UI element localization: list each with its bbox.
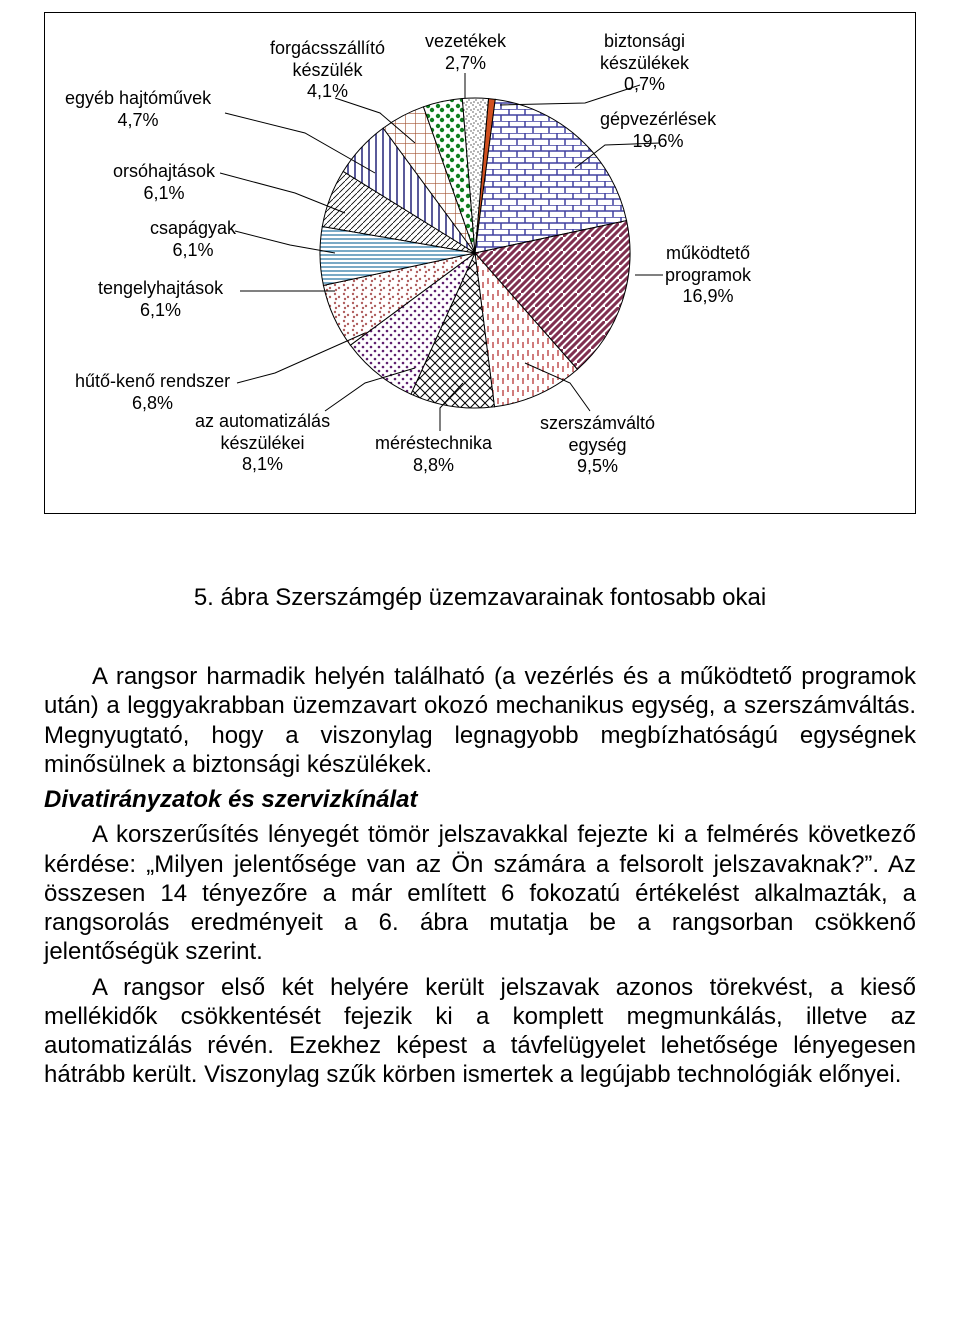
pie-slice-label: hűtő-kenő rendszer 6,8% [75,371,230,414]
paragraph-3: A rangsor első két helyére került jelsza… [44,973,916,1090]
leader-line [237,333,365,383]
pie-slice-label: szerszámváltó egység 9,5% [540,413,655,478]
pie-chart-figure: biztonsági készülékek 0,7% gépvezérlések … [44,12,916,514]
pie-slice-label: vezetékek 2,7% [425,31,506,74]
pie-slice-label: biztonsági készülékek 0,7% [600,31,689,96]
section-heading: Divatirányzatok és szervizkínálat [44,785,916,814]
leader-line [220,173,345,213]
body-text: A rangsor harmadik helyén található (a v… [44,662,916,1090]
pie-slice-label: forgácsszállító készülék 4,1% [270,38,385,103]
paragraph-2: A korszerűsítés lényegét tömör jelszavak… [44,820,916,966]
pie-slice-label: tengelyhajtások 6,1% [98,278,223,321]
pie-slice-label: működtető programok 16,9% [665,243,751,308]
pie-slice-label: gépvezérlések 19,6% [600,109,716,152]
figure-caption: 5. ábra Szerszámgép üzemzavarainak fonto… [44,584,916,612]
pie-slice-label: méréstechnika 8,8% [375,433,492,476]
pie-slice-label: egyéb hajtóművek 4,7% [65,88,211,131]
paragraph-1: A rangsor harmadik helyén található (a v… [44,662,916,779]
pie-slice-label: orsóhajtások 6,1% [113,161,215,204]
pie-slice-label: az automatizálás készülékei 8,1% [195,411,330,476]
pie-slice-label: csapágyak 6,1% [150,218,236,261]
